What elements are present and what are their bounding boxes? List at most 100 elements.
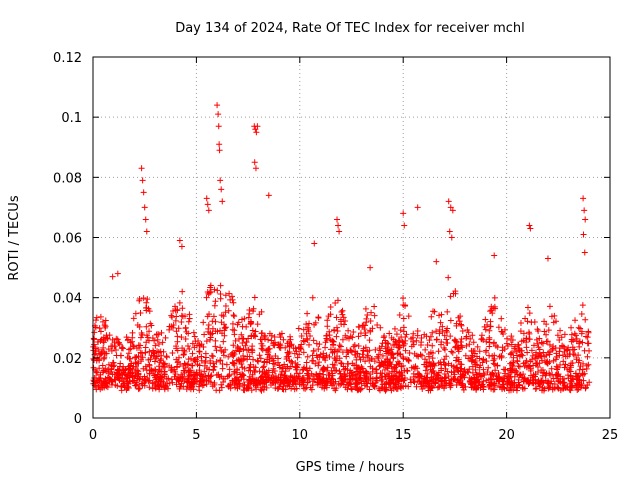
roti-point	[93, 368, 100, 375]
roti-point	[158, 368, 165, 375]
roti-point	[111, 339, 118, 346]
roti-point	[391, 325, 398, 332]
roti-point	[245, 367, 252, 374]
roti-point	[491, 386, 498, 393]
roti-point	[469, 363, 476, 370]
roti-point	[535, 344, 542, 351]
roti-point	[490, 360, 497, 367]
roti-point	[92, 317, 99, 324]
roti-point	[428, 382, 435, 389]
y-tick-label: 0	[74, 412, 82, 427]
roti-point	[241, 355, 248, 362]
roti-point	[269, 377, 276, 384]
roti-point	[243, 323, 250, 330]
roti-point	[248, 332, 255, 339]
roti-point	[207, 357, 214, 364]
roti-point	[507, 337, 514, 344]
roti-point	[189, 379, 196, 386]
roti-point	[176, 378, 183, 385]
roti-point	[173, 381, 180, 388]
roti-point	[163, 354, 170, 361]
roti-point	[567, 368, 574, 375]
roti-point	[453, 322, 460, 329]
roti-point	[243, 339, 250, 346]
roti-point	[417, 351, 424, 358]
roti-point	[119, 344, 126, 351]
roti-point	[186, 315, 193, 322]
roti-point	[384, 347, 391, 354]
roti-point	[217, 295, 224, 302]
roti-point	[215, 371, 222, 378]
roti-point	[169, 314, 175, 321]
roti-point	[143, 323, 150, 330]
roti-point	[154, 348, 161, 355]
roti-point	[326, 371, 333, 378]
roti-point	[524, 318, 531, 325]
roti-point	[413, 337, 420, 344]
roti-point	[539, 340, 546, 347]
roti-point	[386, 370, 393, 377]
roti-point	[492, 367, 499, 374]
roti-point	[535, 328, 542, 335]
roti-point	[206, 366, 213, 373]
roti-point	[139, 350, 146, 357]
roti-point	[356, 375, 363, 382]
roti-point	[381, 373, 388, 380]
roti-point	[243, 347, 250, 354]
y-tick-label: 0.12	[53, 51, 82, 66]
roti-point	[329, 349, 336, 356]
roti-point	[524, 304, 531, 311]
roti-point	[385, 380, 392, 387]
roti-point	[462, 370, 469, 377]
y-tick-label: 0.06	[53, 232, 82, 247]
roti-point	[333, 314, 340, 321]
roti-point	[303, 321, 310, 328]
chart-title: Day 134 of 2024, Rate Of TEC Index for r…	[175, 21, 525, 36]
roti-point	[491, 361, 498, 368]
roti-point	[571, 346, 578, 353]
roti-point	[499, 347, 506, 354]
roti-point	[187, 367, 194, 374]
roti-outlier-point	[176, 237, 183, 244]
roti-point	[553, 366, 560, 373]
roti-point	[336, 342, 343, 349]
roti-outlier-point	[251, 159, 258, 166]
roti-point	[176, 375, 183, 382]
roti-point	[564, 384, 571, 391]
roti-point	[350, 343, 357, 350]
roti-point	[533, 360, 540, 367]
roti-point	[419, 352, 425, 359]
roti-point	[360, 347, 367, 354]
roti-point	[202, 372, 209, 379]
roti-point	[428, 369, 435, 376]
roti-point	[201, 331, 208, 338]
roti-point	[465, 369, 472, 376]
roti-point	[142, 344, 149, 351]
roti-outlier-point	[205, 207, 212, 214]
roti-point	[212, 343, 219, 350]
roti-point	[304, 336, 311, 343]
roti-point	[434, 384, 441, 391]
roti-point	[225, 307, 232, 314]
roti-point	[469, 332, 476, 339]
roti-point	[258, 345, 265, 352]
roti-point	[173, 343, 180, 350]
roti-point	[132, 382, 139, 389]
roti-point	[240, 346, 247, 353]
roti-point	[222, 309, 229, 316]
roti-point	[329, 382, 336, 389]
roti-outlier-point	[581, 249, 588, 256]
roti-point	[208, 352, 215, 359]
roti-point	[383, 356, 390, 363]
roti-point	[120, 376, 127, 383]
roti-point	[379, 352, 386, 359]
roti-point	[248, 387, 255, 394]
roti-point	[266, 353, 273, 360]
roti-point	[577, 325, 584, 332]
roti-point	[217, 344, 224, 351]
roti-point	[185, 373, 192, 380]
roti-point	[482, 326, 489, 333]
roti-point	[170, 324, 177, 331]
roti-point	[209, 318, 216, 325]
data-points	[90, 102, 593, 394]
